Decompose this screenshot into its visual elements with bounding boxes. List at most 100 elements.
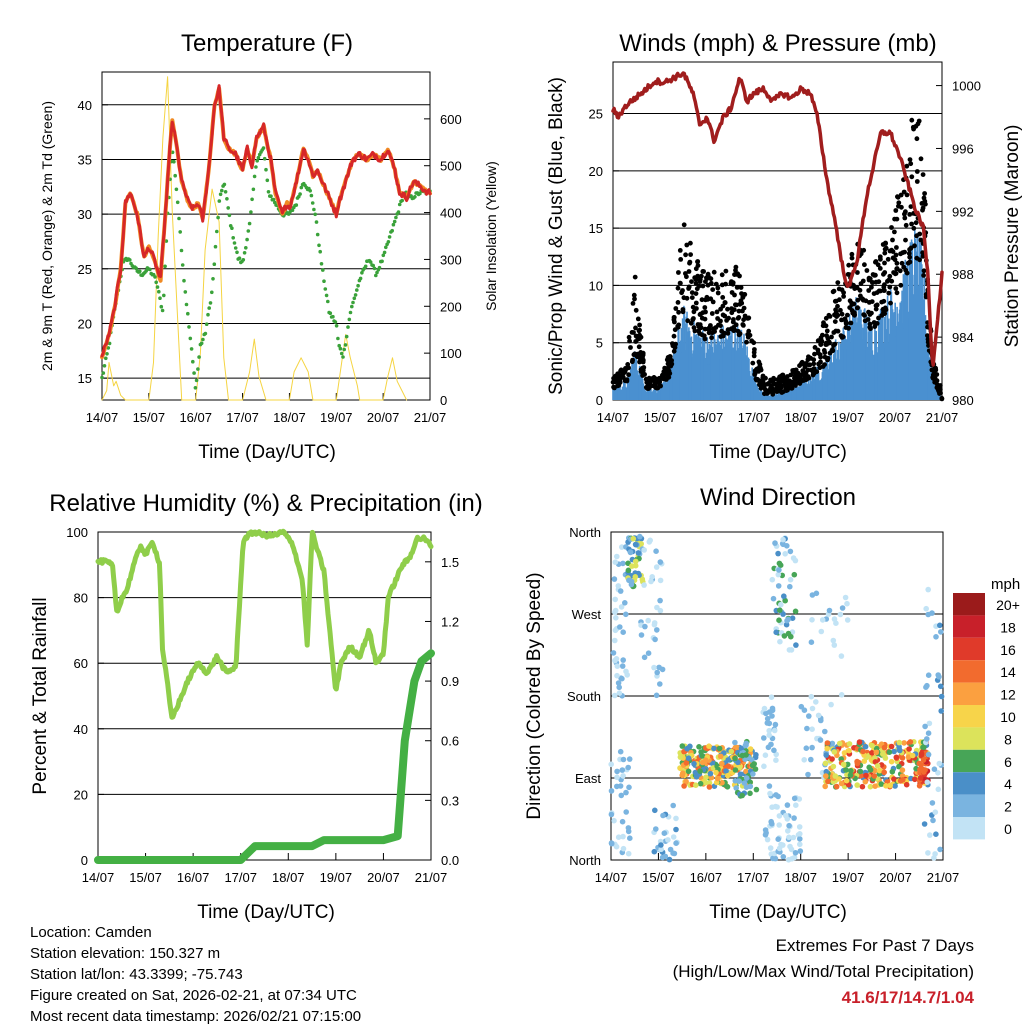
gust-point xyxy=(908,204,914,210)
dewpoint-point xyxy=(206,312,210,317)
dewpoint-point xyxy=(312,207,316,212)
gust-point xyxy=(623,367,628,373)
y-tick-label: 10 xyxy=(589,278,603,293)
x-tick-label: 14/07 xyxy=(82,870,115,885)
gust-point xyxy=(678,257,684,262)
dewpoint-point xyxy=(102,364,107,368)
direction-point xyxy=(805,771,811,778)
direction-point xyxy=(768,694,775,700)
direction-point xyxy=(819,617,826,623)
gust-point xyxy=(630,301,636,306)
direction-point xyxy=(683,760,690,766)
y-tick-label: 100 xyxy=(66,525,88,540)
precip-line xyxy=(94,649,435,864)
legend-label: 6 xyxy=(1004,754,1012,770)
gust-point xyxy=(918,237,924,243)
gust-point xyxy=(824,328,830,334)
gust-point xyxy=(697,276,703,282)
dewpoint-point xyxy=(215,229,219,234)
y-tick-label: 25 xyxy=(589,107,603,122)
direction-point xyxy=(625,828,632,835)
direction-point xyxy=(614,768,620,775)
dewpoint-point xyxy=(326,299,330,304)
gust-point xyxy=(932,376,937,382)
direction-point xyxy=(833,620,839,626)
gust-point xyxy=(907,254,913,260)
gust-point xyxy=(693,266,699,272)
y-tick-label: 20 xyxy=(589,164,603,179)
gust-point xyxy=(680,288,685,293)
direction-point xyxy=(858,772,864,779)
dewpoint-point xyxy=(163,264,167,269)
direction-point xyxy=(899,767,906,773)
direction-point xyxy=(732,767,739,773)
direction-point xyxy=(897,778,904,784)
direction-point xyxy=(613,843,620,850)
dewpoint-point xyxy=(418,191,422,196)
dewpoint-point xyxy=(384,245,388,250)
dewpoint-point xyxy=(128,258,132,262)
direction-point xyxy=(654,604,660,611)
solar-line xyxy=(101,76,408,401)
legend-label: 16 xyxy=(1000,642,1016,658)
direction-point xyxy=(739,792,745,799)
dewpoint-point xyxy=(245,237,249,242)
x-tick-label: 15/07 xyxy=(133,410,166,425)
direction-point xyxy=(662,853,669,860)
direction-point xyxy=(916,783,923,789)
dewpoint-point xyxy=(211,277,215,281)
gust-point xyxy=(729,310,735,316)
dewpoint-point xyxy=(358,276,363,281)
dewpoint-point xyxy=(107,341,112,346)
direction-point xyxy=(625,567,632,574)
gust-point xyxy=(882,260,887,266)
direction-point xyxy=(649,574,655,580)
legend-swatch xyxy=(953,794,985,817)
dewpoint-point xyxy=(223,190,228,194)
gust-point xyxy=(897,268,903,274)
legend-swatch xyxy=(953,772,985,795)
gust-point xyxy=(636,344,642,350)
gust-point xyxy=(890,249,896,255)
direction-point xyxy=(612,596,618,603)
direction-point xyxy=(608,761,614,768)
dewpoint-point xyxy=(148,267,152,272)
gust-point xyxy=(632,274,638,280)
direction-point xyxy=(648,578,654,585)
gust-point xyxy=(855,305,860,311)
gust-point xyxy=(921,273,926,278)
direction-point xyxy=(936,674,942,680)
gust-point xyxy=(705,271,711,277)
direction-point xyxy=(797,841,803,848)
direction-point xyxy=(762,752,769,758)
dewpoint-point xyxy=(382,250,387,255)
gust-point xyxy=(920,250,925,256)
x-tick-label: 15/07 xyxy=(129,870,162,885)
direction-point xyxy=(806,713,812,719)
direction-point xyxy=(822,728,828,735)
gust-point xyxy=(615,383,620,389)
gust-point xyxy=(637,332,642,338)
legend-swatch xyxy=(953,660,985,683)
y2-tick-label: 0.9 xyxy=(441,674,459,689)
dewpoint-point xyxy=(391,222,396,227)
dewpoint-point xyxy=(256,155,261,160)
direction-point xyxy=(788,647,795,653)
gust-point xyxy=(890,237,895,243)
gust-point xyxy=(750,360,756,366)
direction-point xyxy=(610,650,617,656)
dewpoint-point xyxy=(191,359,195,364)
rh-xlabel: Time (Day/UTC) xyxy=(197,902,335,923)
direction-point xyxy=(782,597,788,604)
gust-point xyxy=(737,273,742,279)
gust-point xyxy=(881,298,887,304)
dewpoint-point xyxy=(105,352,109,356)
gust-point xyxy=(703,297,708,303)
direction-point xyxy=(618,675,624,681)
direction-point xyxy=(619,818,626,825)
x-tick-label: 19/07 xyxy=(320,870,353,885)
dewpoint-point xyxy=(235,250,239,255)
dewpoint-point xyxy=(313,212,318,217)
gust-point xyxy=(619,368,625,374)
direction-point xyxy=(659,666,666,673)
